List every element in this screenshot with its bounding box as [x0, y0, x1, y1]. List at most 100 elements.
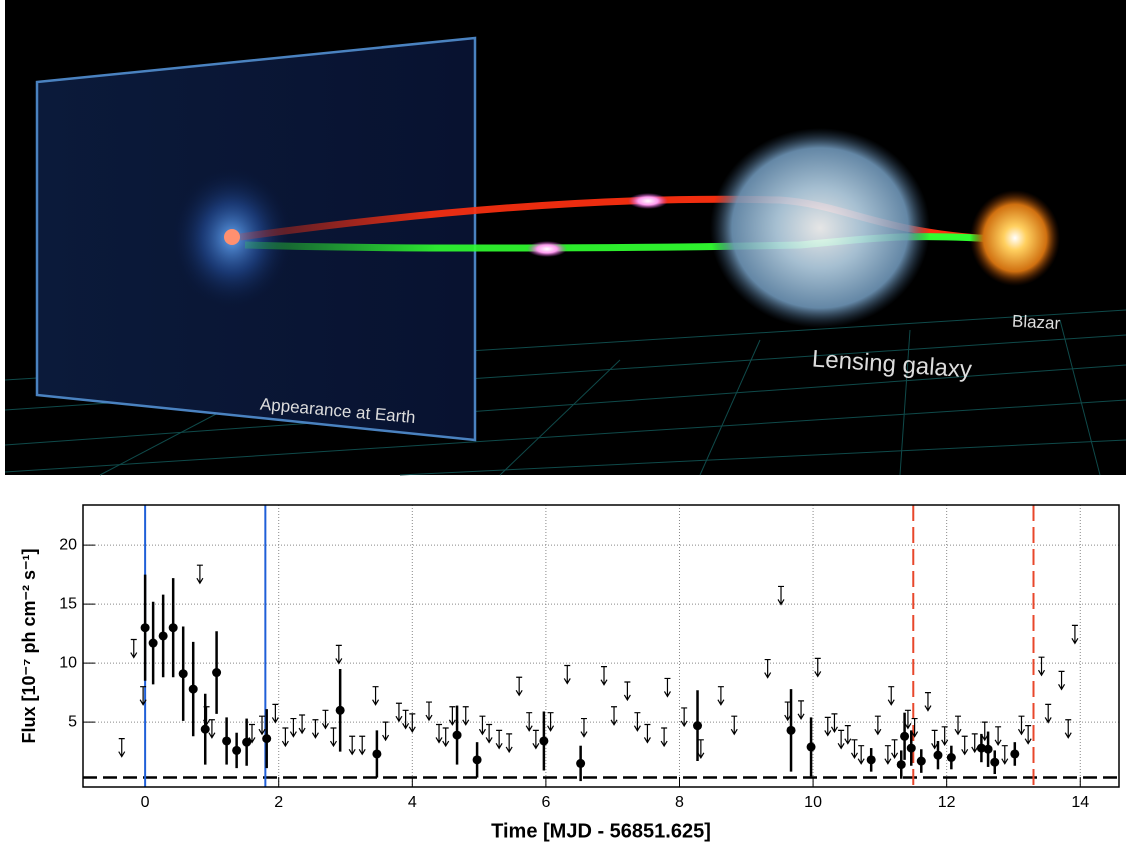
upper-limit [660, 727, 668, 748]
data-point [452, 730, 462, 740]
upper-limit [448, 706, 456, 726]
upper-limit [395, 702, 403, 723]
data-point [990, 757, 1000, 767]
upper-limit [525, 712, 533, 732]
y-tick-label: 10 [59, 654, 77, 671]
data-point [242, 737, 252, 747]
upper-limit [118, 738, 126, 758]
upper-limit [130, 638, 138, 659]
upper-limit [777, 585, 785, 606]
data-point [866, 755, 876, 765]
upper-limit [563, 664, 571, 685]
lensing-galaxy [710, 128, 930, 328]
upper-limit [289, 717, 297, 738]
upper-limit [697, 739, 705, 759]
data-point [900, 731, 910, 741]
upper-limit [196, 564, 204, 585]
blazar [970, 190, 1060, 286]
upper-limit [884, 745, 892, 765]
upper-limit [954, 715, 962, 736]
plot-area [83, 505, 1119, 787]
upper-limit [904, 709, 912, 730]
upper-limit [462, 706, 470, 726]
data-point [232, 745, 242, 755]
x-axis-label: Time [MJD - 56851.625] [491, 820, 711, 842]
upper-limit [1058, 670, 1066, 691]
plot-frame [82, 504, 1120, 788]
upper-limit [784, 701, 792, 722]
x-tick-label: 14 [1071, 794, 1089, 811]
upper-limit [911, 717, 919, 738]
data-point [188, 684, 198, 694]
upper-limit [830, 713, 838, 734]
upper-limit [335, 644, 343, 665]
upper-limit [1044, 703, 1052, 724]
data-point [693, 721, 703, 731]
data-point [222, 736, 232, 746]
upper-limit [1071, 624, 1079, 645]
upper-limit [348, 735, 356, 756]
upper-limit [797, 700, 805, 721]
flare-blob [527, 241, 567, 257]
x-tick-label: 0 [141, 794, 150, 811]
upper-limit [495, 729, 503, 750]
upper-limit [258, 715, 266, 736]
upper-limit [874, 715, 882, 736]
upper-limit [1064, 719, 1072, 739]
y-axis-label: Flux [10⁻⁷ ph cm⁻² s⁻¹] [19, 549, 39, 744]
data-point [916, 756, 926, 766]
upper-limit [623, 681, 631, 702]
upper-limit [532, 729, 540, 750]
upper-limit [824, 716, 832, 737]
upper-limit [633, 712, 641, 732]
upper-limit [814, 657, 822, 678]
data-point [1010, 749, 1020, 759]
data-point [178, 669, 188, 679]
x-tick-label: 12 [938, 794, 956, 811]
data-point [335, 705, 345, 715]
upper-limit [580, 717, 588, 738]
upper-limit [1017, 715, 1025, 736]
upper-limit [600, 666, 608, 686]
upper-limit [311, 719, 319, 739]
upper-limit [730, 715, 738, 736]
upper-limit [382, 721, 390, 742]
upper-limit [208, 719, 216, 739]
upper-limit [610, 706, 618, 726]
upper-limit [971, 733, 979, 754]
flare-blob [628, 193, 668, 209]
image-spot [224, 229, 240, 245]
data-point [168, 623, 178, 633]
data-point [576, 758, 586, 768]
upper-limit [425, 701, 433, 722]
upper-limit [994, 726, 1002, 746]
upper-limit [850, 739, 859, 759]
data-point [212, 668, 222, 678]
upper-limit [931, 729, 939, 750]
upper-limit [1001, 745, 1009, 765]
upper-limit [402, 709, 410, 730]
label: Blazar [1012, 311, 1061, 333]
upper-limit [298, 714, 306, 735]
data-point [933, 750, 943, 760]
upper-limit [372, 686, 380, 706]
upper-limit [505, 733, 513, 754]
x-tick-label: 8 [675, 794, 684, 811]
data-point [896, 760, 906, 770]
x-tick-label: 2 [274, 794, 283, 811]
y-tick-label: 5 [68, 713, 77, 730]
y-tick-label: 20 [59, 536, 77, 553]
data-point [946, 753, 956, 763]
upper-limit [857, 745, 865, 765]
data-point [786, 725, 796, 735]
y-tick-label: 15 [59, 595, 77, 612]
upper-limit [248, 723, 256, 744]
data-point [158, 631, 168, 641]
upper-limit [1024, 725, 1032, 745]
x-tick-label: 4 [408, 794, 417, 811]
upper-limit [271, 703, 279, 724]
x-tick-label: 6 [541, 794, 550, 811]
upper-limit [887, 686, 895, 706]
